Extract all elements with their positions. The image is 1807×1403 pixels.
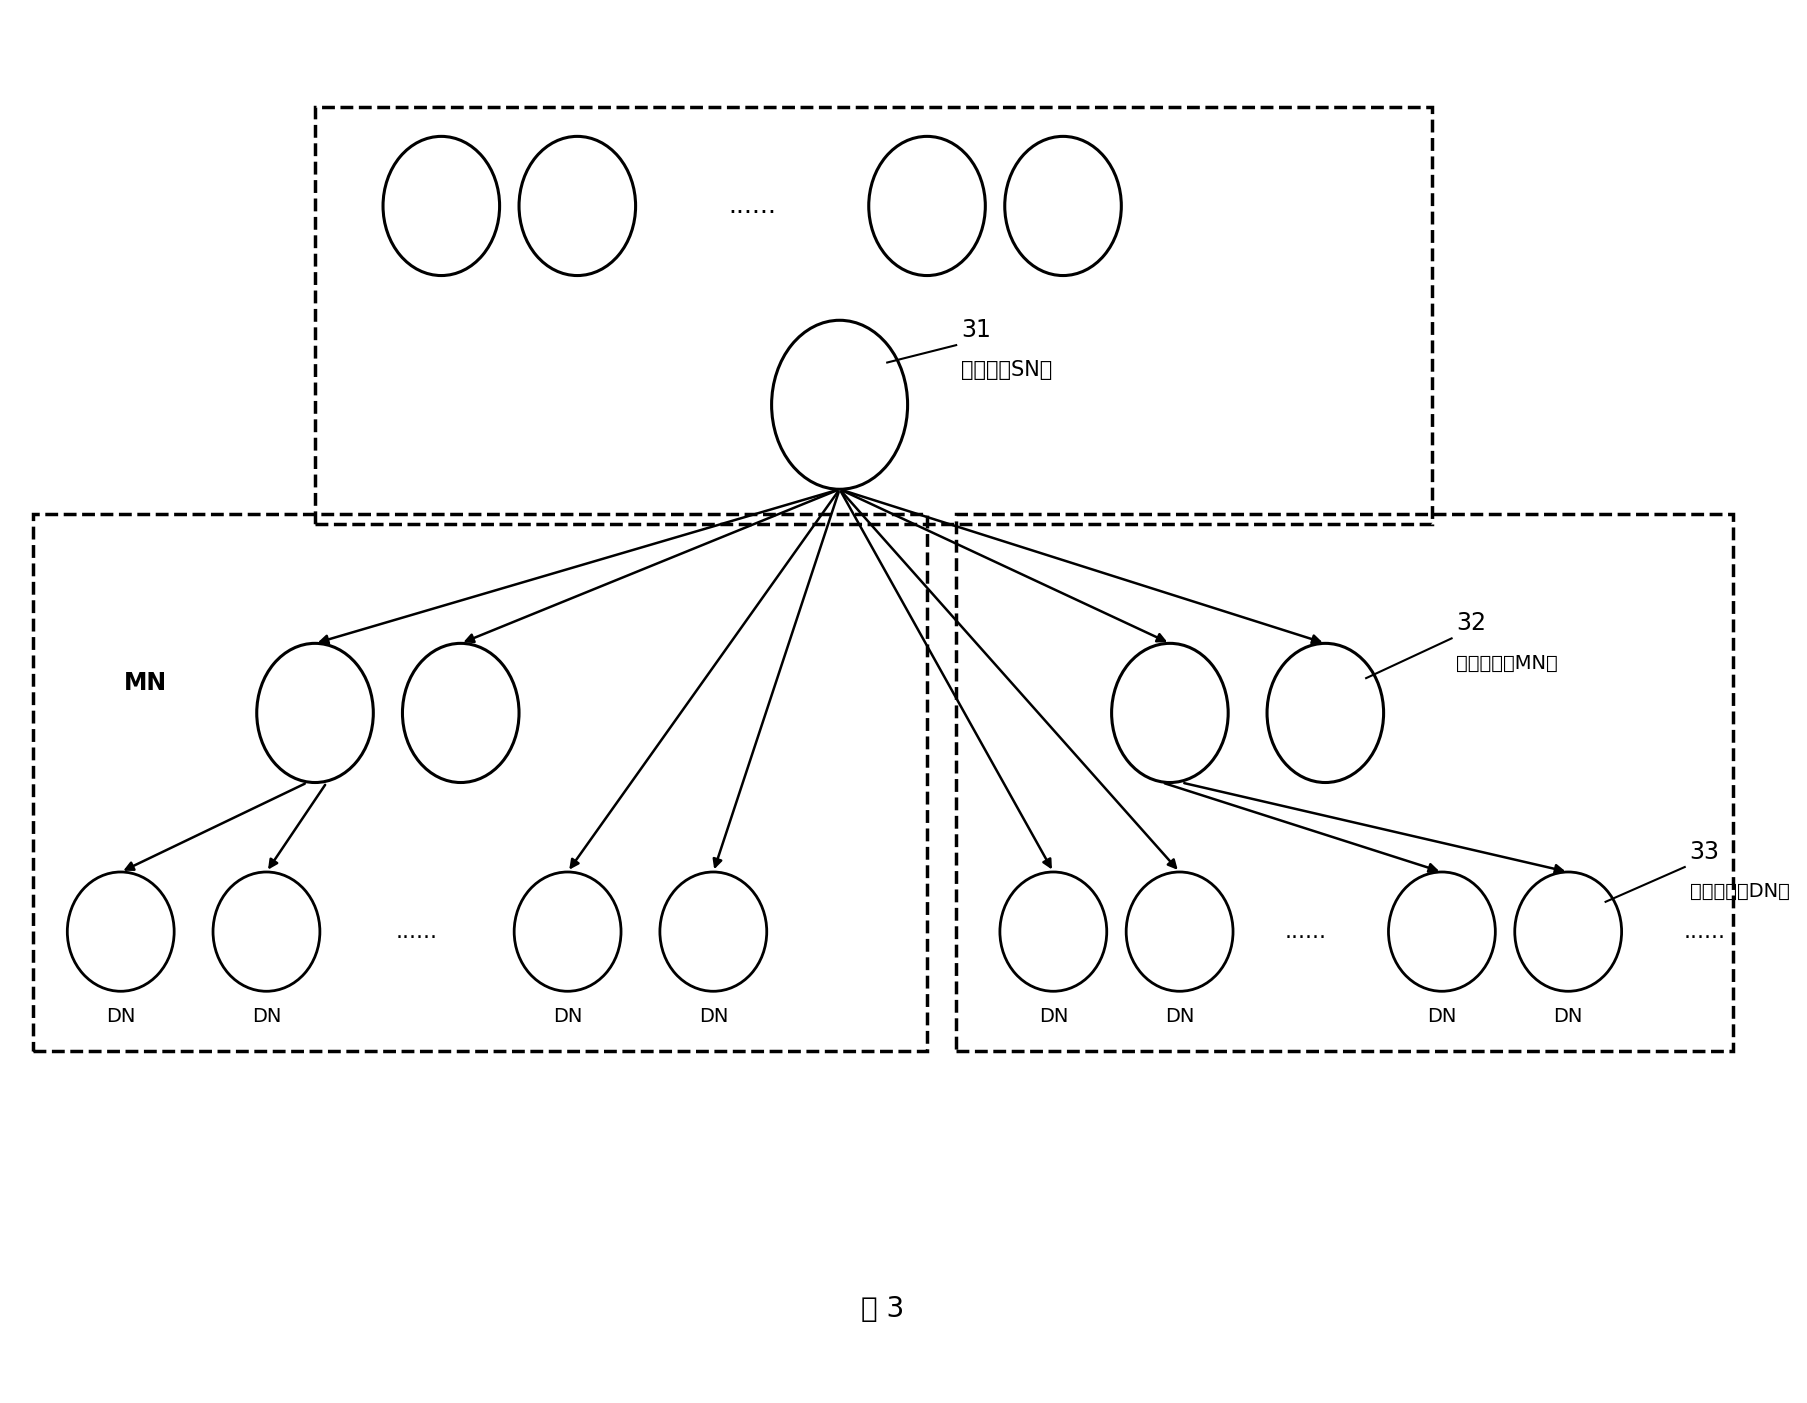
Text: 源节点（SN）: 源节点（SN） [961,361,1052,380]
Ellipse shape [1388,873,1494,992]
Ellipse shape [519,136,636,275]
Text: 中间节点（MN）: 中间节点（MN） [1456,654,1558,672]
Text: DN: DN [1426,1006,1456,1026]
Ellipse shape [1005,136,1120,275]
Ellipse shape [513,873,620,992]
Text: 图 3: 图 3 [860,1295,904,1323]
Text: 目的节点（DN）: 目的节点（DN） [1690,882,1789,901]
Text: 33: 33 [1690,840,1718,864]
Text: DN: DN [553,1006,582,1026]
Ellipse shape [660,873,766,992]
Ellipse shape [869,136,985,275]
Text: DN: DN [1552,1006,1581,1026]
Text: 31: 31 [961,318,990,342]
Ellipse shape [1126,873,1232,992]
Text: ......: ...... [396,922,437,941]
Text: DN: DN [1164,1006,1194,1026]
Text: ......: ...... [728,194,775,217]
Ellipse shape [772,320,907,490]
Text: DN: DN [698,1006,728,1026]
Text: 32: 32 [1456,612,1485,636]
Text: DN: DN [1037,1006,1068,1026]
Ellipse shape [1267,644,1382,783]
Text: MN: MN [123,671,166,694]
Ellipse shape [383,136,499,275]
Text: ......: ...... [1682,922,1724,941]
Ellipse shape [67,873,173,992]
Text: DN: DN [251,1006,280,1026]
Ellipse shape [1514,873,1621,992]
Text: ......: ...... [1285,922,1326,941]
Ellipse shape [213,873,320,992]
Ellipse shape [1111,644,1227,783]
Text: DN: DN [107,1006,136,1026]
Ellipse shape [403,644,519,783]
Ellipse shape [999,873,1106,992]
Ellipse shape [257,644,372,783]
